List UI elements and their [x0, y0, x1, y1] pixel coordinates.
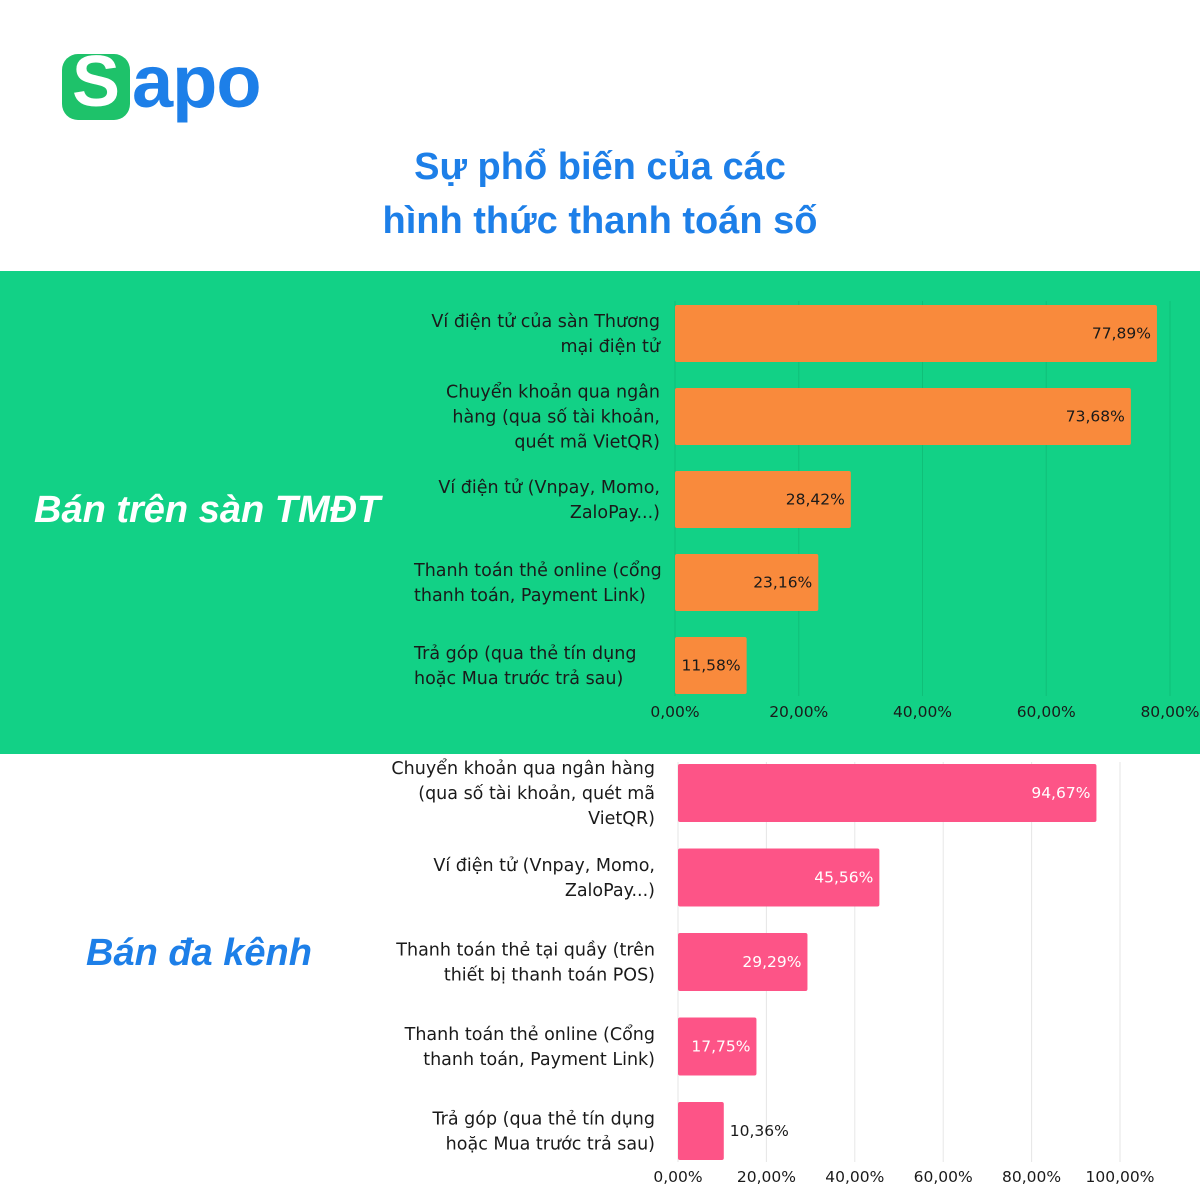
category-label: Thanh toán thẻ online (cổng thanh toán, P…	[413, 560, 662, 606]
title-line-2: hình thức thanh toán số	[382, 200, 818, 242]
category-label: Chuyển khoản qua ngân hàng (qua số tài kh…	[446, 382, 660, 453]
category-label: Ví điện tử (Vnpay, Momo, ZaloPay...)	[438, 478, 660, 523]
data-label: 45,56%	[814, 869, 873, 887]
bar	[675, 305, 1157, 362]
page-title: Sự phổ biến của các hình thức thanh toán…	[0, 140, 1200, 248]
chart-marketplace: 77,89% Ví điện tử của sàn Thương mại điện …	[413, 301, 1200, 721]
bar	[678, 764, 1097, 822]
data-label: 73,68%	[1066, 408, 1125, 426]
data-label: 23,16%	[753, 574, 812, 592]
tick-label: 100,00%	[1086, 1168, 1155, 1186]
data-label: 28,42%	[786, 491, 845, 509]
category-label: Thanh toán thẻ tại quầy (trên thiết bị th…	[395, 940, 655, 986]
data-label: 10,36%	[730, 1122, 789, 1140]
tick-label: 80,00%	[1140, 703, 1199, 721]
tick-label: 20,00%	[737, 1168, 796, 1186]
logo-tile	[62, 54, 130, 120]
category-label: Trả góp (qua thẻ tín dụng hoặc Mua trước …	[413, 644, 636, 689]
bar	[678, 1017, 757, 1076]
logo-initial: S	[71, 42, 121, 122]
bar	[678, 848, 880, 907]
title-line-1: Sự phổ biến của các	[414, 146, 786, 188]
category-label: Trả góp (qua thẻ tín dụng hoặc Mua trước …	[432, 1110, 655, 1155]
section-marketplace: Bán trên sàn TMĐT 77,89% Ví điện tử của s…	[0, 271, 1200, 754]
section-omnichannel: Bán đa kênh 94,67% Chuyển khoản qua ngân …	[0, 754, 1200, 1200]
tick-label: 40,00%	[825, 1168, 884, 1186]
bar	[675, 471, 851, 528]
category-label: Chuyển khoản qua ngân hàng (qua số tài kh…	[391, 758, 655, 829]
section-label-omnichannel: Bán đa kênh	[86, 932, 312, 974]
tick-label: 40,00%	[893, 703, 952, 721]
bar	[675, 554, 819, 611]
tick-label: 0,00%	[650, 703, 699, 721]
category-label: Ví điện tử của sàn Thương mại điện tử	[431, 312, 660, 357]
section-label-marketplace: Bán trên sàn TMĐT	[34, 489, 381, 531]
chart-omnichannel: 94,67% Chuyển khoản qua ngân hàng (qua số …	[391, 758, 1155, 1186]
bar	[678, 933, 808, 991]
category-label: Ví điện tử (Vnpay, Momo, ZaloPay...)	[433, 856, 655, 901]
bar	[678, 1102, 724, 1160]
tick-label: 80,00%	[1002, 1168, 1061, 1186]
tick-label: 20,00%	[769, 703, 828, 721]
data-label: 77,89%	[1092, 325, 1151, 343]
sapo-logo: S apo	[62, 42, 278, 130]
data-label: 29,29%	[742, 953, 801, 971]
data-label: 11,58%	[682, 657, 741, 675]
tick-label: 60,00%	[1017, 703, 1076, 721]
tick-label: 0,00%	[653, 1168, 702, 1186]
category-label: Thanh toán thẻ online (Cổng thanh toán, P…	[404, 1024, 655, 1070]
tick-label: 60,00%	[914, 1168, 973, 1186]
data-label: 17,75%	[691, 1038, 750, 1056]
logo-wordmark: apo	[132, 40, 262, 123]
bar	[675, 388, 1131, 445]
bar	[675, 637, 747, 694]
data-label: 94,67%	[1031, 784, 1090, 802]
